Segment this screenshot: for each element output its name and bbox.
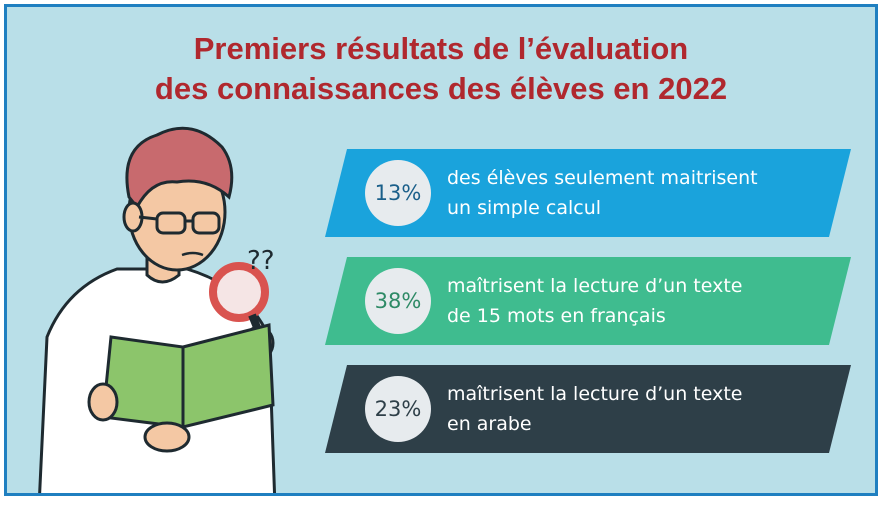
stat-description-line-2: de 15 mots en français	[447, 305, 666, 327]
infographic-frame: Premiers résultats de l’évaluation des c…	[4, 4, 878, 496]
stat-description-line-2: un simple calcul	[447, 197, 602, 219]
infographic-title: Premiers résultats de l’évaluation des c…	[7, 29, 875, 109]
stat-description-line-1: maîtrisent la lecture d’un texte	[447, 383, 743, 405]
title-line-1: Premiers résultats de l’évaluation	[193, 31, 689, 66]
glasses-icon	[155, 211, 187, 235]
student-reading-illustration: ??	[38, 126, 277, 493]
title-line-2: des connaissances des élèves en 2022	[154, 71, 728, 106]
stat-value-badge: 13%	[365, 160, 431, 226]
stat-description: des élèves seulement maitrisent un simpl…	[447, 163, 758, 223]
stat-description-line-2: en arabe	[447, 413, 532, 435]
stat-description-line-1: des élèves seulement maitrisent	[447, 167, 758, 189]
stat-description-line-1: maîtrisent la lecture d’un texte	[447, 275, 743, 297]
stat-description: maîtrisent la lecture d’un texte en arab…	[447, 379, 743, 439]
stat-description: maîtrisent la lecture d’un texte de 15 m…	[447, 271, 743, 331]
stat-value-badge: 23%	[365, 376, 431, 442]
stat-value-badge: 38%	[365, 268, 431, 334]
book-icon	[101, 323, 275, 429]
question-marks: ??	[247, 246, 275, 276]
